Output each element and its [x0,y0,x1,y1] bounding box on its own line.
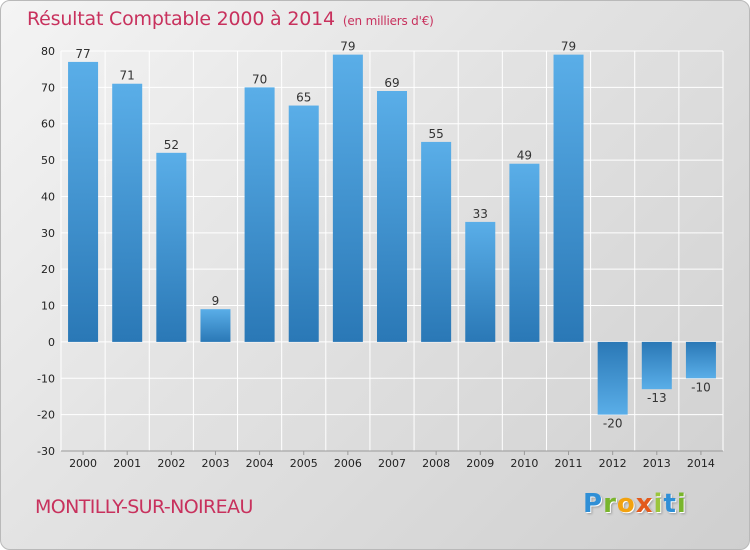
axis-layer: -30 -20 -10 0 10 20 30 40 50 60 70 80 2000 2001 2002 20… [37,45,723,470]
bar [376,91,408,342]
x-tick-label: 2007 [378,457,406,470]
y-tick-label: -10 [37,372,55,385]
x-tick-label: 2001 [113,457,141,470]
data-label: 55 [428,127,443,141]
brand-logo: Proxiti [583,489,687,519]
y-tick-label: 30 [41,227,55,240]
town-name: MONTILLY-SUR-NOIREAU [35,496,253,518]
data-label: 69 [384,76,399,90]
x-tick-label: 2003 [201,457,229,470]
bar [68,61,99,342]
x-tick-label: 2011 [555,457,583,470]
x-tick-label: 2004 [246,457,274,470]
x-tick-label: 2012 [599,457,627,470]
x-tick-label: 2002 [157,457,185,470]
data-label: 70 [252,72,267,86]
y-tick-label: -20 [37,409,55,422]
brand-letter: x [635,489,654,519]
bar [553,54,584,342]
data-label: 49 [517,149,532,163]
y-tick-label: 20 [41,263,55,276]
brand-letter: i [676,489,687,519]
bar [421,141,452,342]
bar [200,309,231,342]
data-label: 71 [120,69,135,83]
data-label: 79 [561,40,576,54]
bar [641,341,672,390]
data-label: -10 [691,380,711,394]
y-tick-label: 50 [41,154,55,167]
brand-letter: i [653,489,664,519]
y-tick-label: 70 [41,81,55,94]
y-tick-label: -30 [37,445,55,458]
y-tick-label: 80 [41,45,55,58]
bar [332,54,363,342]
x-tick-label: 2006 [334,457,362,470]
data-label: 77 [75,47,90,61]
bar [685,341,716,379]
y-tick-label: 60 [41,118,55,131]
bar [244,87,275,342]
y-tick-label: 40 [41,190,55,203]
data-label: 9 [212,294,220,308]
label-layer: 77 71 52 9 70 65 79 69 55 33 49 79 -20 -13 -10 [75,40,710,431]
data-label: 52 [164,138,179,152]
bar [156,152,187,342]
x-tick-label: 2009 [466,457,494,470]
data-label: -13 [647,391,667,405]
x-tick-label: 2013 [643,457,671,470]
chart-subtitle: (en milliers d'€) [342,14,434,28]
bar-layer [68,54,716,415]
data-label: 79 [340,40,355,54]
x-tick-label: 2008 [422,457,450,470]
y-tick-label: 0 [48,336,55,349]
bar [288,105,319,342]
data-label: 65 [296,91,311,105]
x-tick-label: 2014 [687,457,715,470]
bar [509,163,540,342]
brand-letter: P [583,489,604,519]
brand-letter: o [616,489,636,519]
x-tick-label: 2010 [510,457,538,470]
data-label: -20 [603,417,623,431]
brand-letter: r [603,489,617,519]
y-tick-label: 10 [41,300,55,313]
x-tick-label: 2000 [69,457,97,470]
chart-title: Résultat Comptable 2000 à 2014 (en millie… [27,8,434,30]
bar [597,341,628,415]
title-text: Résultat Comptable 2000 à 2014 [27,8,335,30]
brand-letter: t [663,489,677,519]
x-tick-label: 2005 [290,457,318,470]
data-label: 33 [473,207,488,221]
bar [465,221,496,342]
bar [112,83,143,342]
